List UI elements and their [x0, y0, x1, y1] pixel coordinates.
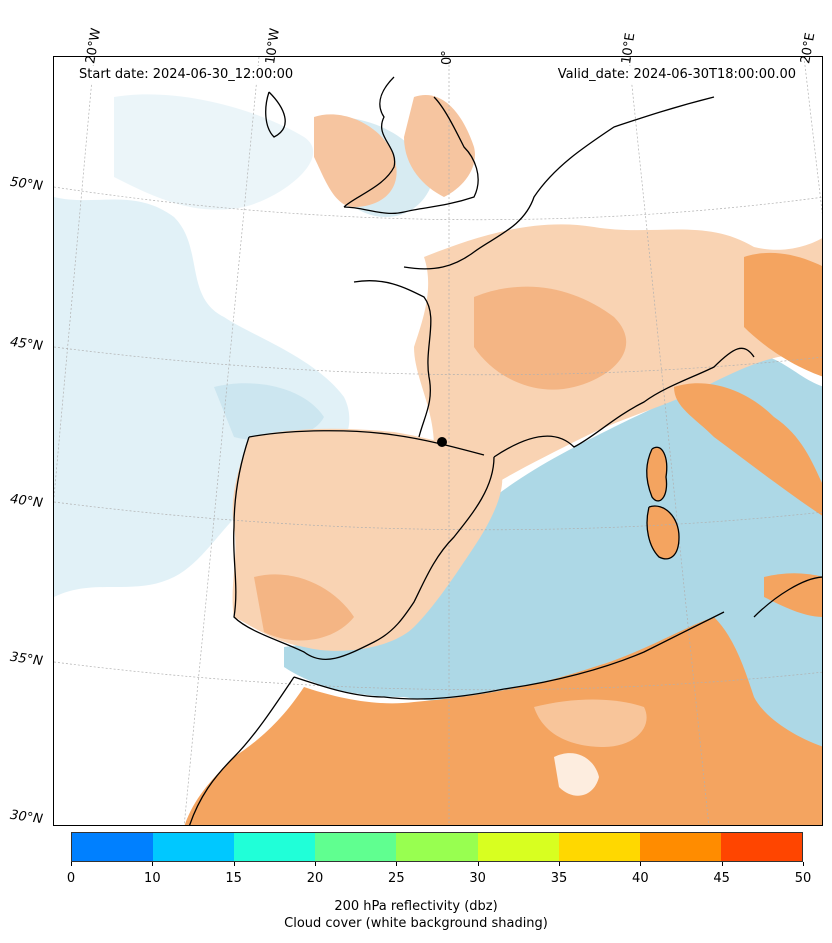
lon-label-0: 0° [440, 50, 455, 65]
colorbar-tickmark [152, 862, 154, 866]
colorbar-segment [720, 833, 802, 861]
colorbar-segment [396, 833, 478, 861]
graticule [54, 57, 822, 825]
lat-label-50n: 50°N [9, 174, 44, 195]
colorbar-tick-label: 45 [713, 871, 730, 886]
lat-label-35n: 35°N [9, 649, 44, 670]
colorbar-tickmark [640, 862, 642, 866]
colorbar [71, 832, 803, 862]
coastlines [189, 76, 822, 825]
colorbar-sublabel: Cloud cover (white background shading) [284, 916, 548, 931]
colorbar-tick-label: 0 [66, 871, 76, 886]
marker-dot [437, 437, 447, 447]
map-canvas [54, 57, 822, 825]
reflectivity-shading [184, 95, 822, 825]
colorbar-tick-label: 10 [144, 871, 161, 886]
colorbar-tickmark [233, 862, 235, 866]
start-date-label: Start date: 2024-06-30_12:00:00 [75, 66, 298, 83]
map-panel [53, 56, 823, 826]
lat-label-45n: 45°N [9, 334, 44, 355]
colorbar-tick-label: 20 [306, 871, 324, 886]
colorbar-segment [72, 833, 154, 861]
colorbar-tickmark [477, 862, 479, 866]
colorbar-segment [315, 833, 397, 861]
colorbar-tickmark [803, 862, 804, 866]
lat-label-40n: 40°N [9, 491, 44, 512]
colorbar-tick-label: 40 [632, 871, 649, 886]
valid-date-label: Valid_date: 2024-06-30T18:00:00.00 [553, 66, 800, 83]
colorbar-tick-label: 50 [794, 871, 812, 886]
colorbar-tick-label: 35 [550, 871, 568, 886]
colorbar-segment [639, 833, 721, 861]
lat-label-30n: 30°N [9, 807, 44, 828]
colorbar-tickmark [559, 862, 560, 866]
colorbar-label: 200 hPa reflectivity (dbz) [334, 899, 498, 914]
colorbar-tickmark [315, 862, 316, 866]
colorbar-tickmark [721, 862, 723, 866]
colorbar-segment [477, 833, 559, 861]
colorbar-tick-label: 25 [388, 871, 405, 886]
colorbar-segment [153, 833, 235, 861]
colorbar-segment [234, 833, 316, 861]
colorbar-tick-label: 30 [469, 871, 486, 886]
colorbar-tickmark [71, 862, 72, 866]
cloud-cover-shading [54, 94, 434, 597]
colorbar-segment [558, 833, 640, 861]
colorbar-tickmark [396, 862, 398, 866]
colorbar-tick-label: 15 [225, 871, 242, 886]
